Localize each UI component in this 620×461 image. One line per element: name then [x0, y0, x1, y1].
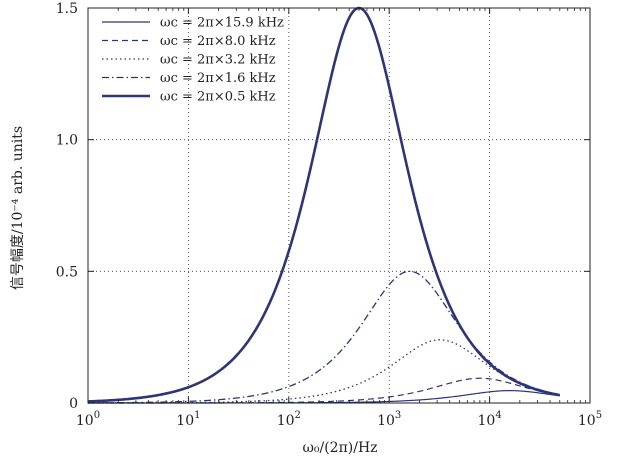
- axis-ticks: 100 101 102 103 104 105 0 0.5 1.0 1.5: [56, 1, 602, 429]
- x-tick-label: 103: [377, 410, 401, 429]
- legend-label: ωc = 2π×0.5 kHz: [160, 90, 276, 105]
- legend-label: ωc = 2π×15.9 kHz: [160, 16, 284, 31]
- series-line-2: [88, 377, 560, 404]
- y-tick-label: 1.5: [56, 1, 78, 17]
- x-tick-label: 100: [76, 410, 100, 429]
- x-tick-label: 101: [176, 410, 200, 429]
- y-tick-label: 1.0: [56, 133, 78, 149]
- x-tick-label: 102: [277, 410, 301, 429]
- series-line-3: [88, 339, 560, 404]
- y-axis-label: 信号幅度/10⁻⁴ arb. units: [10, 126, 26, 290]
- x-tick-label: 105: [578, 410, 602, 429]
- x-axis-label: ω₀/(2π)/Hz: [302, 440, 377, 456]
- plot-frame: [87, 7, 591, 404]
- series-line-5: [87, 6, 561, 403]
- series-layer: [87, 6, 561, 404]
- series-line-4: [87, 270, 560, 404]
- legend: ωc = 2π×15.9 kHz ωc = 2π×8.0 kHz ωc = 2π×3…: [102, 16, 284, 105]
- y-tick-label: 0.5: [56, 264, 78, 280]
- legend-label: ωc = 2π×3.2 kHz: [160, 53, 276, 68]
- x-tick-label: 104: [477, 410, 501, 429]
- y-tick-label: 0: [69, 396, 78, 412]
- legend-label: ωc = 2π×8.0 kHz: [160, 34, 276, 49]
- legend-label: ωc = 2π×1.6 kHz: [160, 71, 276, 86]
